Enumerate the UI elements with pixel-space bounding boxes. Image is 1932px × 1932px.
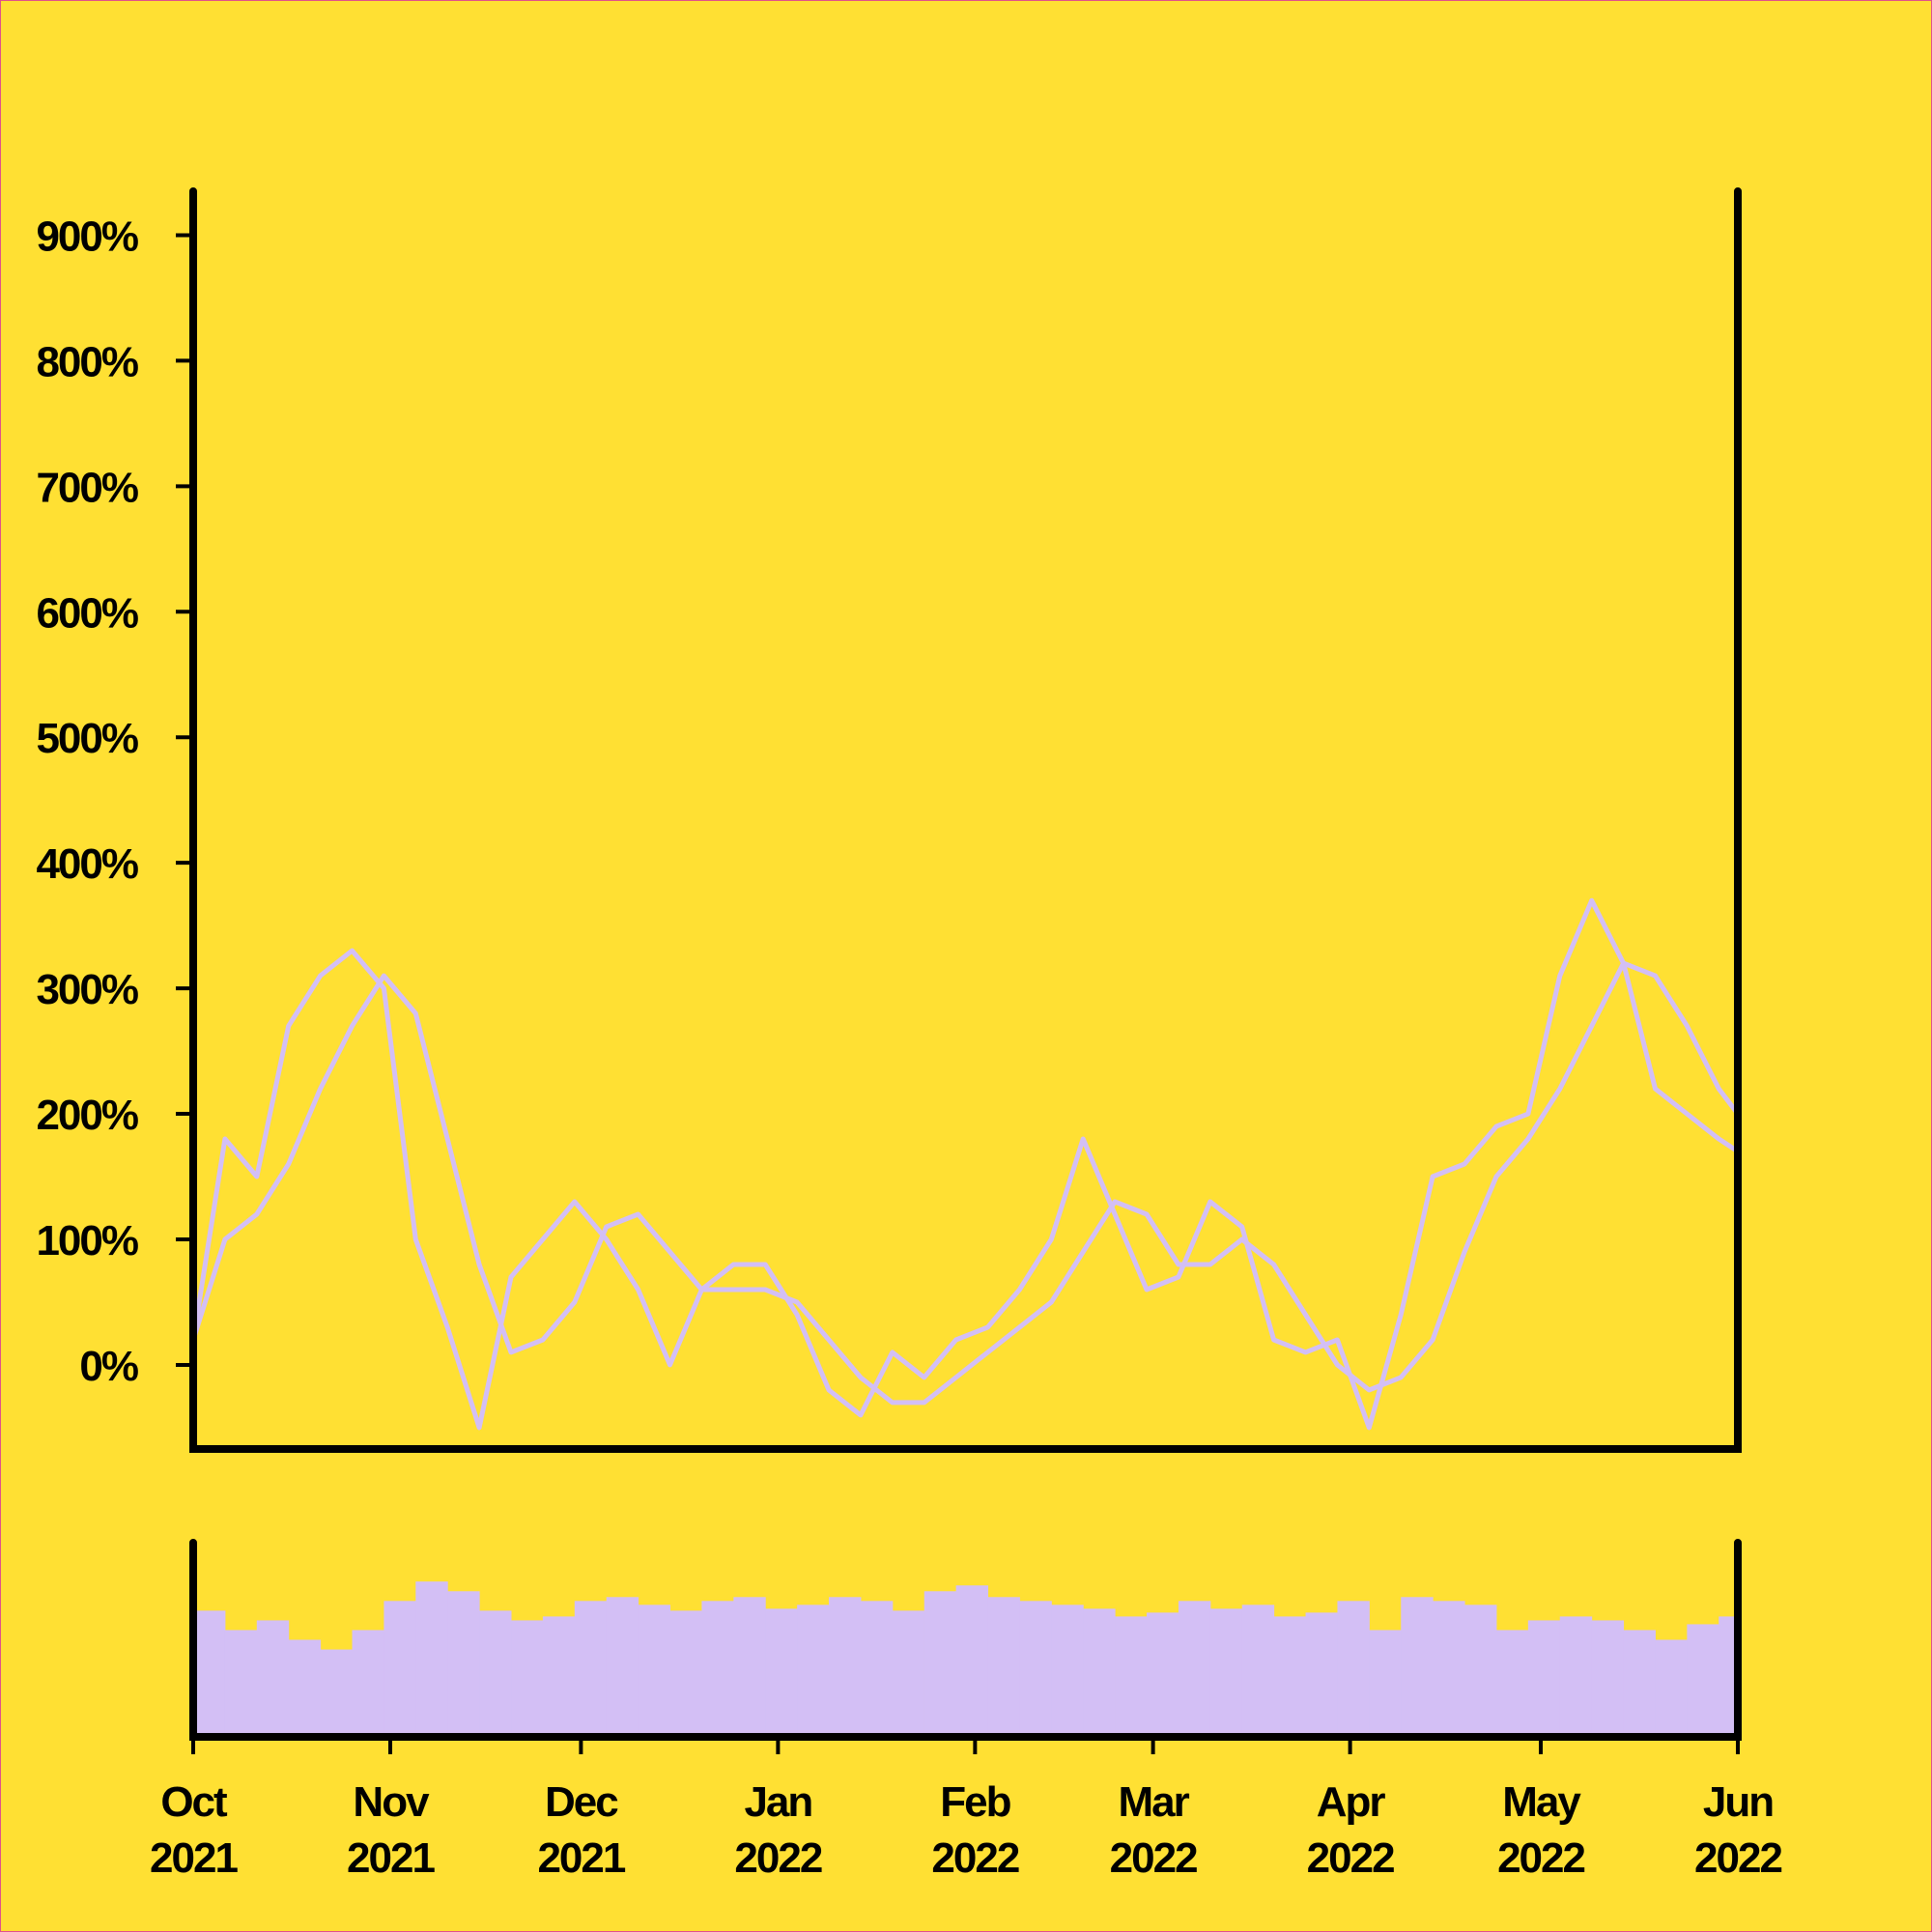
x-tick-label-line: Dec — [545, 1778, 618, 1826]
bar — [193, 1610, 226, 1737]
x-tick-label-line: 2022 — [1307, 1834, 1394, 1882]
y-tick-label: 700% — [36, 464, 137, 511]
bar — [987, 1597, 1020, 1737]
bar — [1147, 1612, 1179, 1737]
bar — [892, 1610, 925, 1737]
y-tick-label: 400% — [36, 840, 137, 888]
x-tick-label: Jun 2022 — [1694, 1778, 1781, 1882]
axis-frame — [189, 1539, 1742, 1741]
x-tick-label-line: Oct — [160, 1778, 228, 1826]
y-tick-label: 200% — [36, 1092, 137, 1139]
x-tick-label: Nov 2021 — [347, 1778, 435, 1882]
x-tick-label-line: 2021 — [150, 1834, 238, 1882]
bar — [955, 1585, 989, 1737]
bar — [320, 1649, 354, 1737]
bar — [1495, 1630, 1529, 1737]
x-tick-label-line: 2022 — [931, 1834, 1018, 1882]
bar — [384, 1601, 416, 1737]
y-tick-label: 100% — [36, 1217, 137, 1264]
x-tick-label: Mar 2022 — [1110, 1778, 1197, 1882]
x-tick-label-line: 2022 — [1694, 1834, 1781, 1882]
series-line — [193, 960, 1738, 1406]
bar — [1369, 1630, 1402, 1737]
x-tick-label-line: 2021 — [347, 1834, 435, 1882]
bar — [860, 1601, 894, 1737]
x-tick-label-line: 2021 — [537, 1834, 625, 1882]
bar — [542, 1616, 576, 1737]
bar — [669, 1610, 702, 1737]
bar — [923, 1591, 957, 1737]
axis-frame — [189, 187, 1742, 1453]
bar — [1527, 1620, 1561, 1737]
x-tick-label: Jan 2022 — [734, 1778, 821, 1882]
bar — [1464, 1605, 1497, 1737]
bar — [1401, 1597, 1434, 1737]
bar — [1051, 1605, 1084, 1737]
bar — [1719, 1616, 1739, 1737]
bar — [797, 1605, 830, 1737]
x-tick-label-line: 2022 — [1497, 1834, 1584, 1882]
x-tick-label-line: Jun — [1703, 1778, 1773, 1826]
bar — [733, 1597, 766, 1737]
bar — [606, 1597, 639, 1737]
bar — [224, 1630, 258, 1737]
bar — [1115, 1616, 1148, 1737]
bar — [1655, 1639, 1688, 1737]
x-tick-label-line: 2022 — [1110, 1834, 1197, 1882]
bar — [765, 1608, 798, 1737]
bar — [638, 1605, 671, 1737]
x-tick-label: Feb 2022 — [931, 1778, 1018, 1882]
bar — [511, 1620, 544, 1737]
x-tick-label-line: 2022 — [734, 1834, 821, 1882]
bar — [1559, 1616, 1593, 1737]
bar — [1623, 1630, 1656, 1737]
x-tick-label-line: Feb — [940, 1778, 1010, 1826]
bar — [829, 1597, 862, 1737]
bar — [1083, 1608, 1116, 1737]
x-tick-label: Oct 2021 — [150, 1778, 238, 1882]
bar — [1305, 1612, 1338, 1737]
x-tick-label-line: Jan — [744, 1778, 811, 1826]
x-tick-label: Dec 2021 — [537, 1778, 625, 1882]
bar — [1337, 1601, 1370, 1737]
x-tick-label-line: May — [1502, 1778, 1581, 1826]
bar — [415, 1581, 448, 1737]
bar — [574, 1601, 608, 1737]
plot-area — [193, 897, 1738, 1431]
y-tick-label: 800% — [36, 338, 137, 385]
bar — [447, 1591, 480, 1737]
bar — [1178, 1601, 1211, 1737]
bar — [288, 1639, 322, 1737]
x-tick-label-line: Nov — [353, 1778, 430, 1826]
bar — [1019, 1601, 1052, 1737]
x-tick-label: Apr 2022 — [1307, 1778, 1394, 1882]
bar — [1433, 1601, 1465, 1737]
bar — [352, 1630, 384, 1737]
bar — [479, 1610, 512, 1737]
x-tick-label: May 2022 — [1497, 1778, 1584, 1882]
bar — [1273, 1616, 1307, 1737]
bar — [1687, 1624, 1719, 1737]
bar — [701, 1601, 734, 1737]
y-tick-label: 900% — [36, 213, 137, 260]
x-tick-label-line: Apr — [1317, 1778, 1386, 1826]
y-tick-label: 0% — [79, 1343, 137, 1390]
bar — [256, 1620, 290, 1737]
bar — [1209, 1608, 1243, 1737]
y-tick-label: 500% — [36, 715, 137, 762]
bar — [1241, 1605, 1275, 1737]
bar — [1591, 1620, 1625, 1737]
y-tick-label: 300% — [36, 966, 137, 1013]
series-line — [193, 897, 1738, 1431]
x-tick-label-line: Mar — [1118, 1778, 1189, 1826]
y-tick-label: 600% — [36, 589, 137, 637]
